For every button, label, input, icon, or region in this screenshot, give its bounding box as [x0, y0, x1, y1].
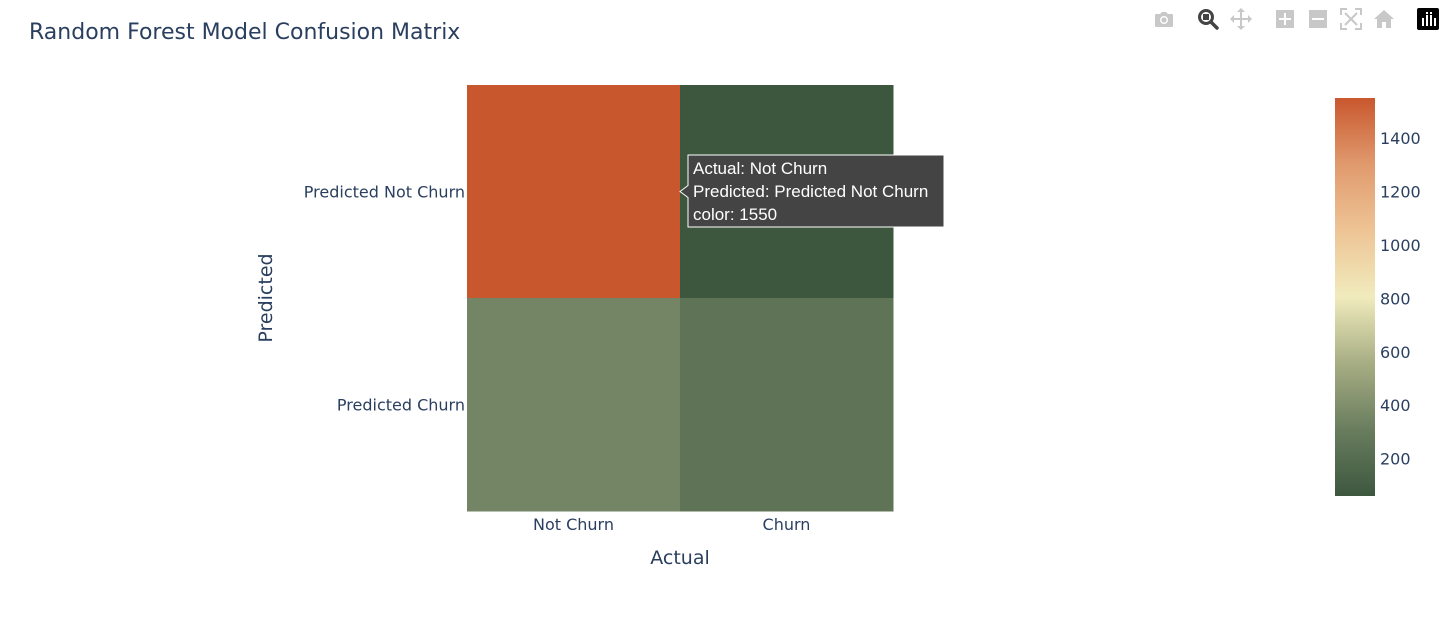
- zoom-out-icon[interactable]: [1305, 6, 1331, 32]
- x-tick-label: Not Churn: [533, 515, 614, 534]
- hover-line-value: color: 1550: [693, 205, 777, 224]
- x-axis-ticks: Not Churn Churn: [533, 515, 810, 534]
- hover-line-predicted: Predicted: Predicted Not Churn: [693, 182, 928, 201]
- zoom-in-icon[interactable]: [1272, 6, 1298, 32]
- colorbar-tick-label: 400: [1380, 396, 1411, 415]
- y-axis-ticks: Predicted Not Churn Predicted Churn: [304, 183, 465, 415]
- colorbar-tick-label: 600: [1380, 343, 1411, 362]
- download-plot-icon[interactable]: [1151, 6, 1177, 32]
- colorbar-tick-label: 1200: [1380, 182, 1421, 201]
- autoscale-icon[interactable]: [1338, 6, 1364, 32]
- heatmap-cell[interactable]: [680, 298, 894, 512]
- y-tick-label: Predicted Churn: [337, 396, 465, 415]
- heatmap-cell[interactable]: [467, 85, 681, 299]
- x-axis-title: Actual: [650, 547, 710, 569]
- colorbar-tick-label: 1400: [1380, 129, 1421, 148]
- colorbar-tick-label: 1000: [1380, 236, 1421, 255]
- y-tick-label: Predicted Not Churn: [304, 183, 465, 202]
- plotly-logo-icon[interactable]: [1415, 6, 1441, 32]
- colorbar: [1335, 98, 1375, 496]
- colorbar-tick-label: 200: [1380, 450, 1411, 469]
- x-tick-label: Churn: [763, 515, 811, 534]
- hover-line-actual: Actual: Not Churn: [693, 159, 827, 178]
- heatmap-cell[interactable]: [467, 298, 681, 512]
- colorbar-tick-label: 800: [1380, 289, 1411, 308]
- heatmap-cells: [467, 85, 894, 512]
- hover-tooltip: Actual: Not Churn Predicted: Predicted N…: [679, 154, 945, 228]
- zoom-icon[interactable]: [1195, 6, 1221, 32]
- colorbar-ticks: 200 400 600 800 1000 1200 1400: [1380, 129, 1421, 469]
- pan-icon[interactable]: [1228, 6, 1254, 32]
- reset-axes-icon[interactable]: [1371, 6, 1397, 32]
- y-axis-title: Predicted: [255, 253, 277, 342]
- chart-title: Random Forest Model Confusion Matrix: [29, 20, 461, 45]
